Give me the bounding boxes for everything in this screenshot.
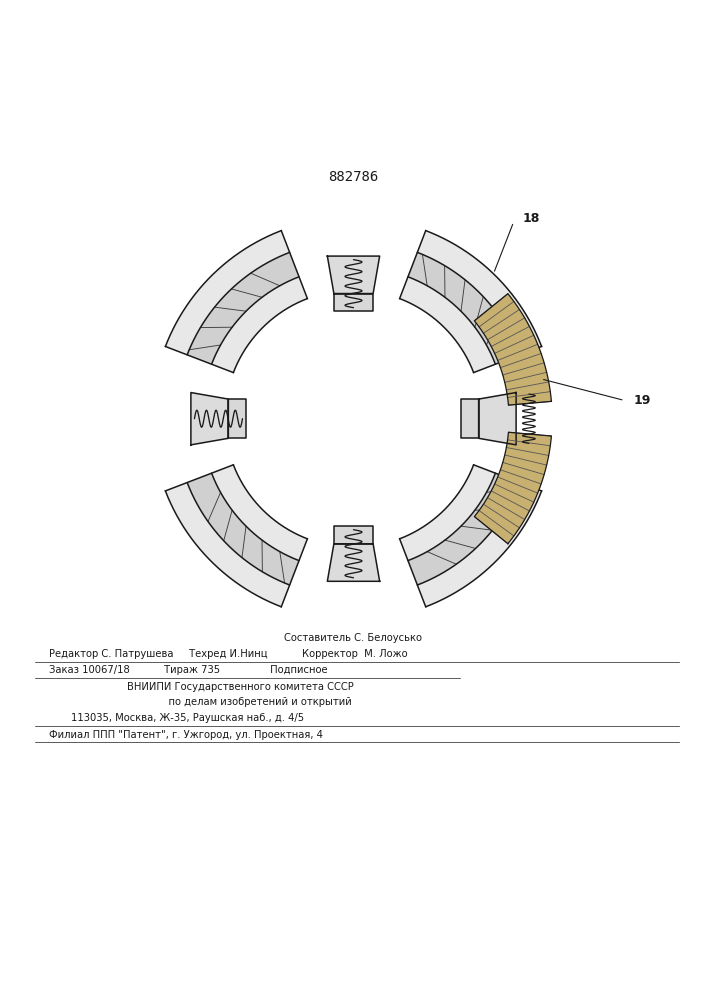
Text: 113035, Москва, Ж-35, Раушская наб., д. 4/5: 113035, Москва, Ж-35, Раушская наб., д. … <box>71 713 304 723</box>
Text: по делам изобретений и открытий: по делам изобретений и открытий <box>156 697 351 707</box>
Polygon shape <box>408 252 520 364</box>
Polygon shape <box>408 473 520 585</box>
Text: 19: 19 <box>633 394 650 407</box>
Text: ВНИИПИ Государственного комитета СССР: ВНИИПИ Государственного комитета СССР <box>127 682 354 692</box>
Polygon shape <box>228 399 246 438</box>
Polygon shape <box>461 399 479 438</box>
Text: 18: 18 <box>522 212 539 225</box>
Polygon shape <box>211 465 308 561</box>
Text: 882786: 882786 <box>328 170 379 184</box>
Polygon shape <box>187 252 299 364</box>
Polygon shape <box>334 526 373 544</box>
Polygon shape <box>334 294 373 311</box>
Text: Редактор С. Патрушева     Техред И.Нинц           Корректор  М. Ложо: Редактор С. Патрушева Техред И.Нинц Корр… <box>49 649 408 659</box>
Polygon shape <box>165 483 290 607</box>
Polygon shape <box>211 277 308 373</box>
Polygon shape <box>417 483 542 607</box>
Polygon shape <box>399 465 496 561</box>
Text: Заказ 10067/18           Тираж 735                Подписное: Заказ 10067/18 Тираж 735 Подписное <box>49 665 328 675</box>
Polygon shape <box>399 277 496 373</box>
Text: Составитель С. Белоусько: Составитель С. Белоусько <box>284 633 423 643</box>
Text: Филиал ППП "Патент", г. Ужгород, ул. Проектная, 4: Филиал ППП "Патент", г. Ужгород, ул. Про… <box>49 730 323 740</box>
Text: Τиг. 3: Τиг. 3 <box>334 547 373 560</box>
Polygon shape <box>479 393 516 445</box>
Polygon shape <box>474 294 551 405</box>
Polygon shape <box>327 256 380 294</box>
Polygon shape <box>187 473 299 585</box>
Polygon shape <box>474 432 551 544</box>
Polygon shape <box>165 231 290 355</box>
Polygon shape <box>327 544 380 581</box>
Polygon shape <box>417 231 542 355</box>
Polygon shape <box>191 393 228 445</box>
